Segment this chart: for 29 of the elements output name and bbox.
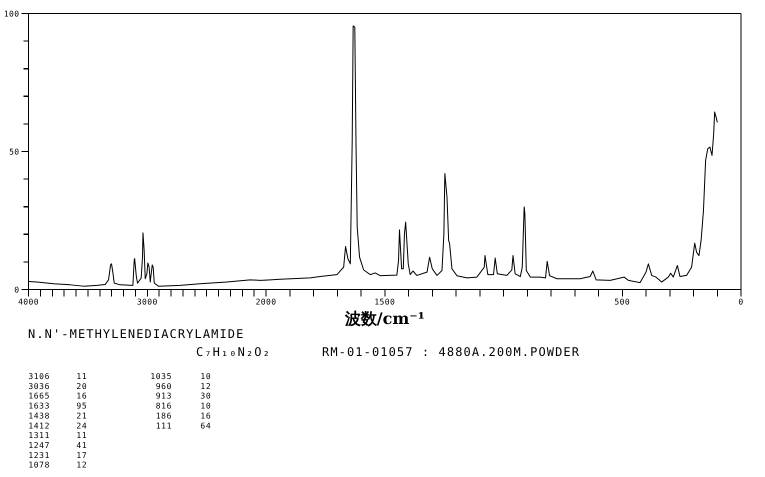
peak-table-row: 913 30: [156, 392, 212, 401]
peak-table-row: 1231 17: [28, 450, 88, 460]
peak-table-row: 1438 21: [28, 411, 88, 420]
x-tick-label: 0: [738, 298, 744, 306]
x-tick-label: 1500: [374, 298, 396, 306]
y-tick-label: 50: [9, 148, 20, 156]
x-tick-label: 500: [614, 298, 630, 306]
peak-table-row: 816 10: [156, 402, 212, 411]
x-tick-label: 2000: [256, 298, 276, 306]
peak-table-row: 1035 10: [150, 372, 212, 381]
y-tick-label: 0: [14, 286, 20, 294]
subtitle: C₇H₁₀N₂O₂: [196, 345, 271, 359]
x-tick-label: 4000: [18, 298, 39, 306]
title: N.N'-METHYLENEDIACRYLAMIDE: [28, 327, 244, 341]
peak-table-row: 1412 24: [28, 421, 88, 430]
peak-table-row: 1311 11: [28, 431, 88, 440]
peak-table-row: 3036 20: [28, 382, 88, 391]
peak-table-row: 111 64: [156, 421, 212, 430]
y-tick-label: 100: [4, 10, 20, 18]
x-axis-title: 波数/cm⁻¹: [344, 309, 425, 328]
annotation: RM-01-01057 : 4880A.200M.POWDER: [322, 345, 580, 359]
peak-table-row: 1665 16: [28, 392, 88, 401]
peak-table-row: 3106 11: [28, 372, 88, 381]
peak-table-row: 1078 12: [28, 460, 88, 470]
peak-table-row: 1633 95: [28, 402, 88, 411]
x-tick-label: 3000: [136, 298, 158, 306]
peak-table-row: 186 16: [156, 411, 212, 420]
peak-table-row: 960 12: [156, 382, 212, 391]
peak-table-row: 1247 41: [28, 440, 88, 450]
